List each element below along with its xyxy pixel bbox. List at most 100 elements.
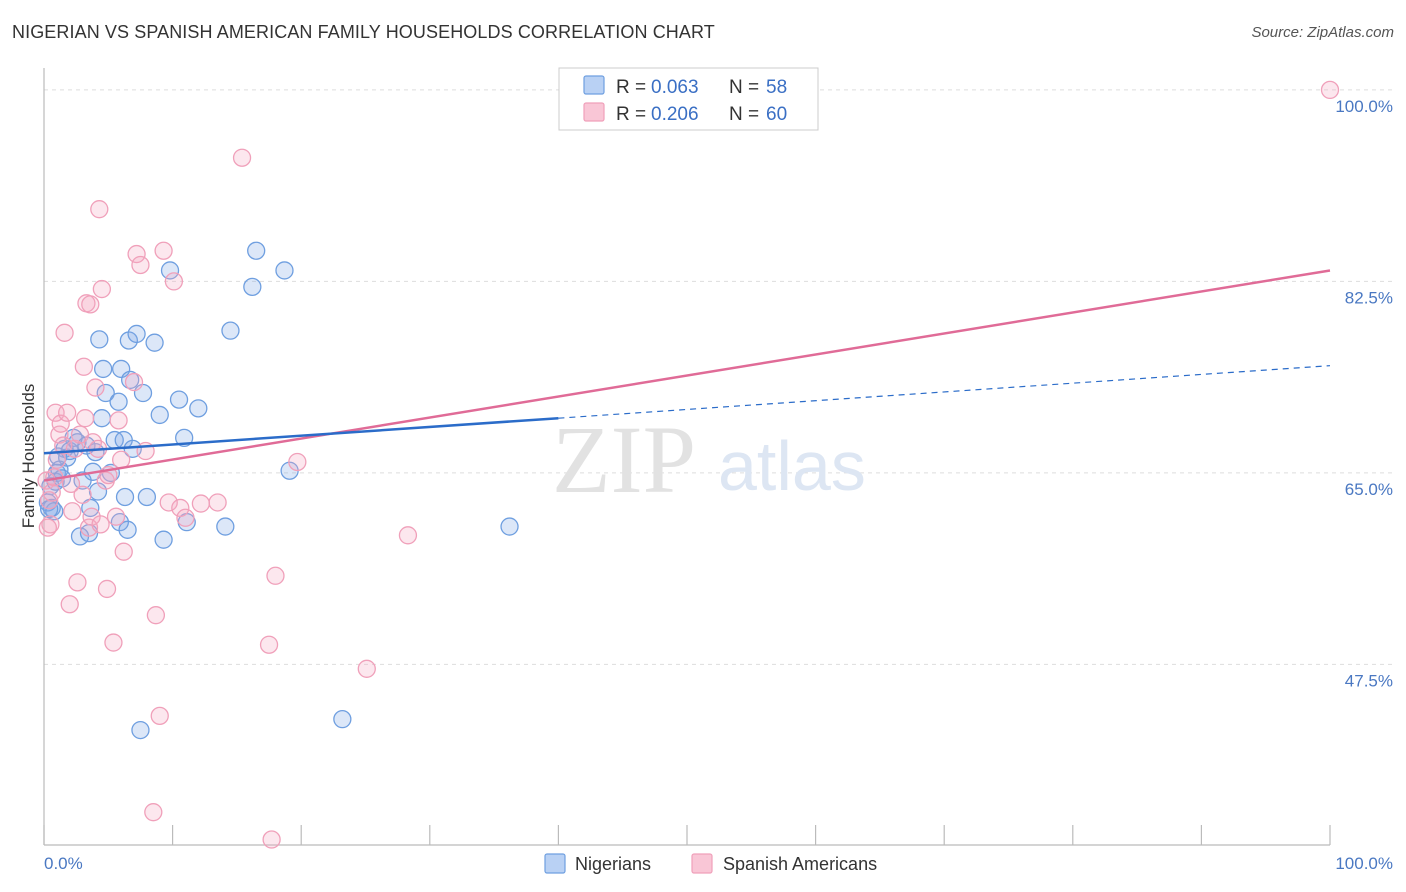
- point-spanish-americans-16: [68, 573, 87, 592]
- point-spanish-americans-59: [398, 526, 418, 545]
- watermark-zip: ZIP: [552, 406, 696, 513]
- point-spanish-americans-57: [288, 452, 307, 472]
- point-spanish-americans-8: [51, 414, 70, 433]
- point-nigerians-27: [109, 392, 128, 411]
- bottom-legend-swatch-spanish-americans: [691, 853, 713, 874]
- x-ticks: [43, 825, 1331, 845]
- point-nigerians-47: [189, 399, 208, 418]
- point-nigerians-50: [243, 277, 262, 297]
- point-spanish-americans-34: [104, 633, 123, 652]
- point-spanish-americans-19: [74, 357, 94, 376]
- point-spanish-americans-54: [259, 635, 279, 654]
- point-spanish-americans-61: [38, 518, 58, 537]
- point-nigerians-42: [154, 530, 173, 549]
- point-nigerians-51: [247, 241, 266, 260]
- y-tick-label-2: 82.5%: [1345, 288, 1393, 307]
- legend-n-label-pink: N =: [729, 104, 764, 125]
- point-nigerians-39: [137, 487, 157, 507]
- point-nigerians-37: [131, 720, 150, 740]
- point-spanish-americans-51: [191, 494, 211, 513]
- point-spanish-americans-58: [357, 659, 376, 678]
- point-spanish-americans-18: [73, 485, 92, 504]
- point-spanish-americans-12: [60, 595, 79, 614]
- chart-title: NIGERIAN VS SPANISH AMERICAN FAMILY HOUS…: [12, 22, 715, 42]
- x-tick-label-100: 100.0%: [1335, 854, 1393, 873]
- point-spanish-americans-28: [90, 200, 109, 219]
- legend-r-value-pink: 0.206: [651, 104, 699, 125]
- watermark: ZIP atlas: [552, 406, 866, 513]
- series-spanish-americans-points: [37, 80, 1340, 849]
- bottom-legend-label-nigerians: Nigerians: [575, 854, 651, 874]
- point-spanish-americans-2: [41, 515, 60, 534]
- point-spanish-americans-23: [81, 295, 100, 314]
- watermark-atlas: atlas: [718, 427, 866, 505]
- y-axis-title: Family Households: [19, 384, 38, 529]
- legend-n-value-pink: 60: [766, 104, 787, 125]
- trend-line-nigerians-extension: [558, 365, 1331, 419]
- point-spanish-americans-50: [176, 508, 195, 527]
- legend-r-value-blue: 0.063: [651, 77, 699, 98]
- bottom-legend: Nigerians Spanish Americans: [544, 853, 877, 874]
- point-spanish-americans-53: [232, 148, 252, 167]
- point-spanish-americans-39: [124, 372, 144, 392]
- point-nigerians-21: [90, 330, 109, 349]
- x-tick-label-0: 0.0%: [44, 854, 83, 873]
- point-spanish-americans-60: [1320, 80, 1340, 100]
- point-nigerians-43: [160, 261, 180, 280]
- point-spanish-americans-41: [131, 255, 150, 275]
- point-nigerians-54: [333, 709, 352, 729]
- legend-swatch-blue: [583, 75, 605, 95]
- legend-swatch-pink: [583, 102, 605, 122]
- legend-box: R = 0.063 N = 58 R = 0.206 N = 60: [558, 67, 819, 131]
- point-spanish-americans-47: [159, 493, 178, 512]
- point-nigerians-52: [275, 261, 294, 280]
- point-spanish-americans-22: [79, 518, 99, 537]
- point-spanish-americans-30: [92, 279, 112, 299]
- point-spanish-americans-46: [154, 241, 173, 260]
- y-tick-label-0: 47.5%: [1345, 671, 1393, 690]
- point-spanish-americans-43: [144, 803, 163, 822]
- point-nigerians-22: [92, 409, 112, 428]
- point-nigerians-41: [150, 405, 169, 425]
- trend-lines: [43, 269, 1331, 482]
- point-spanish-americans-11: [57, 403, 77, 422]
- point-spanish-americans-38: [114, 542, 133, 561]
- point-spanish-americans-49: [171, 498, 190, 518]
- point-spanish-americans-15: [65, 439, 85, 458]
- y-tick-labels: 47.5% 65.0% 82.5% 100.0%: [1335, 97, 1393, 691]
- legend-r-label-pink: R =: [616, 104, 651, 125]
- point-spanish-americans-56: [266, 566, 285, 585]
- point-spanish-americans-40: [127, 244, 146, 264]
- point-spanish-americans-36: [109, 411, 128, 430]
- point-spanish-americans-20: [76, 409, 95, 428]
- point-nigerians-48: [216, 517, 235, 536]
- grid-lines: [44, 89, 1394, 665]
- point-nigerians-24: [96, 383, 115, 403]
- source-credit: Source: ZipAtlas.com: [1251, 24, 1394, 41]
- point-spanish-americans-52: [208, 493, 227, 512]
- point-spanish-americans-45: [150, 706, 169, 726]
- trend-line-spanish-americans: [43, 269, 1331, 482]
- bottom-legend-label-spanish-americans: Spanish Americans: [723, 854, 877, 874]
- y-tick-label-3: 100.0%: [1335, 97, 1393, 116]
- trend-line-nigerians: [43, 416, 559, 455]
- legend-r-label-blue: R =: [616, 77, 651, 98]
- point-spanish-americans-26: [86, 378, 105, 397]
- legend-n-label-blue: N =: [729, 77, 764, 98]
- legend-n-value-blue: 58: [766, 77, 787, 98]
- point-spanish-americans-10: [55, 323, 74, 342]
- y-tick-label-1: 65.0%: [1345, 480, 1393, 499]
- point-nigerians-23: [94, 359, 113, 379]
- point-spanish-americans-3: [42, 483, 61, 502]
- point-nigerians-44: [169, 390, 189, 409]
- point-nigerians-36: [127, 324, 146, 344]
- point-spanish-americans-48: [164, 272, 184, 291]
- point-nigerians-31: [115, 487, 135, 507]
- point-spanish-americans-55: [262, 830, 281, 849]
- point-nigerians-55: [500, 517, 519, 536]
- point-spanish-americans-9: [54, 436, 73, 455]
- point-nigerians-49: [221, 321, 240, 340]
- point-spanish-americans-14: [63, 502, 82, 521]
- point-spanish-americans-44: [146, 606, 166, 625]
